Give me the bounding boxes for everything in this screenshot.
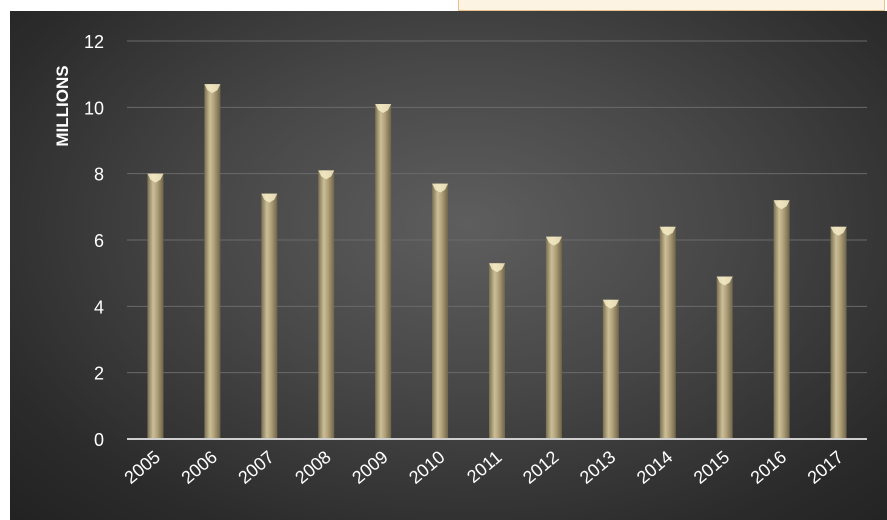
bar (432, 183, 449, 439)
bar-cap (773, 200, 790, 210)
x-tick-label: 2013 (576, 447, 620, 488)
x-tick-label: 2010 (405, 447, 449, 488)
y-tick-label: 10 (84, 98, 104, 118)
bar (204, 84, 221, 439)
x-tick-label: 2008 (291, 447, 335, 488)
bar (716, 276, 733, 439)
x-tick-label: 2012 (519, 447, 563, 488)
bar (261, 193, 278, 439)
chart-panel: 0 2 4 6 8 10 12 2005 2006 2007 2008 2009 2010 2011 20… (10, 11, 887, 520)
bar (375, 104, 392, 440)
y-tick-label: 12 (84, 32, 104, 52)
bar (773, 200, 790, 439)
bar-cap (659, 226, 676, 236)
bar-cap (545, 236, 562, 246)
bar-cap (261, 193, 278, 203)
y-tick-label: 4 (94, 297, 104, 317)
bar (147, 173, 164, 439)
y-axis-ticks: 0 2 4 6 8 10 12 (84, 32, 104, 450)
bar-cap (204, 84, 221, 94)
y-axis-label: MILLIONS (53, 65, 72, 146)
x-tick-label: 2016 (747, 447, 791, 488)
bar-cap (602, 299, 619, 309)
gridlines (127, 40, 867, 374)
x-tick-label: 2005 (120, 447, 164, 488)
x-tick-label: 2009 (348, 447, 392, 488)
bar (318, 170, 335, 439)
y-tick-label: 6 (94, 231, 104, 251)
bar-cap (318, 170, 335, 180)
top-note-panel (458, 0, 885, 11)
bar (545, 236, 562, 439)
bar (830, 226, 847, 439)
x-tick-label: 2015 (690, 447, 734, 488)
bar (489, 263, 505, 439)
bar (602, 299, 619, 439)
x-tick-label: 2007 (234, 447, 278, 488)
bar-cap (375, 104, 392, 114)
x-tick-label: 2006 (177, 447, 221, 488)
x-tick-label: 2017 (804, 447, 848, 488)
bar-cap (147, 173, 164, 183)
x-axis-ticks: 2005 2006 2007 2008 2009 2010 2011 2012 2013 2014… (120, 447, 847, 488)
bar-cap (432, 183, 449, 193)
x-tick-label: 2014 (633, 447, 677, 488)
bar (659, 226, 676, 439)
bar-cap (489, 263, 505, 273)
y-tick-label: 0 (94, 430, 104, 450)
x-tick-label: 2011 (463, 447, 506, 487)
y-tick-label: 2 (94, 364, 104, 384)
bars (147, 84, 847, 440)
bar-cap (830, 226, 847, 236)
y-tick-label: 8 (94, 165, 104, 185)
bar-cap (716, 276, 733, 286)
